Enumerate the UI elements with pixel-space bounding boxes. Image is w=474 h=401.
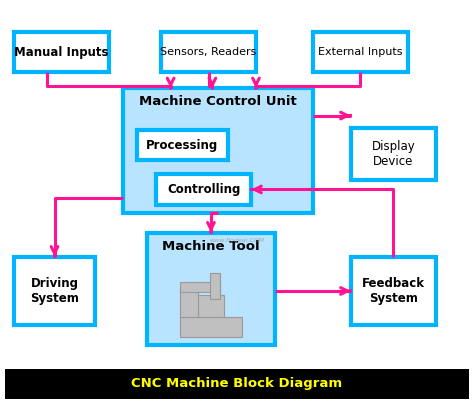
Text: Driving
System: Driving System xyxy=(30,277,79,305)
Text: Machine Tool: Machine Tool xyxy=(162,240,260,253)
FancyBboxPatch shape xyxy=(313,32,408,72)
Text: Processing: Processing xyxy=(146,139,219,152)
Text: www.flodeal.COM: www.flodeal.COM xyxy=(210,238,264,243)
FancyBboxPatch shape xyxy=(147,233,275,345)
FancyBboxPatch shape xyxy=(351,257,436,325)
FancyBboxPatch shape xyxy=(180,317,242,337)
Text: External Inputs: External Inputs xyxy=(318,47,402,57)
FancyBboxPatch shape xyxy=(161,32,256,72)
FancyBboxPatch shape xyxy=(156,174,251,205)
FancyBboxPatch shape xyxy=(137,130,228,160)
Text: CNC Machine Block Diagram: CNC Machine Block Diagram xyxy=(131,377,343,390)
Text: Sensors, Readers: Sensors, Readers xyxy=(160,47,257,57)
FancyBboxPatch shape xyxy=(180,282,220,292)
Text: Controlling: Controlling xyxy=(167,183,240,196)
FancyBboxPatch shape xyxy=(123,88,313,213)
FancyBboxPatch shape xyxy=(210,273,220,299)
Text: Display
Device: Display Device xyxy=(372,140,415,168)
Text: Feedback
System: Feedback System xyxy=(362,277,425,305)
FancyBboxPatch shape xyxy=(14,32,109,72)
FancyBboxPatch shape xyxy=(14,257,95,325)
FancyBboxPatch shape xyxy=(351,128,436,180)
Text: Machine Control Unit: Machine Control Unit xyxy=(139,95,297,108)
FancyBboxPatch shape xyxy=(180,287,198,317)
Text: Manual Inputs: Manual Inputs xyxy=(14,46,109,59)
FancyBboxPatch shape xyxy=(5,369,469,399)
FancyBboxPatch shape xyxy=(198,295,224,317)
